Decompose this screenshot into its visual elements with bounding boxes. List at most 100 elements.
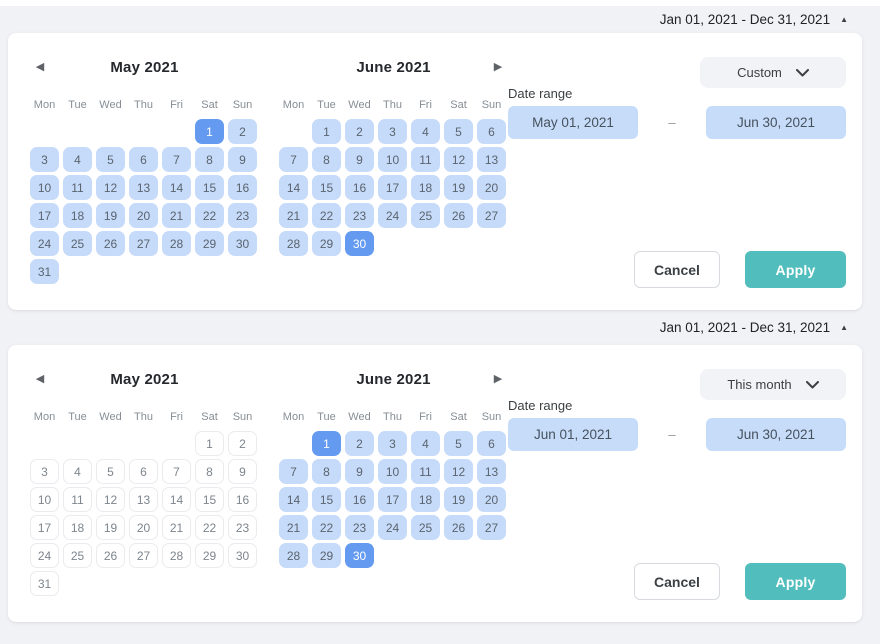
day-cell[interactable]: 30 (345, 543, 374, 568)
next-month-button[interactable]: ▶ (488, 373, 508, 385)
end-date-input[interactable]: Jun 30, 2021 (705, 418, 846, 451)
cancel-button[interactable]: Cancel (634, 563, 720, 600)
day-cell[interactable]: 5 (96, 459, 125, 484)
day-cell[interactable]: 30 (228, 543, 257, 568)
prev-month-button[interactable]: ◀ (30, 61, 50, 73)
day-cell[interactable]: 28 (279, 543, 308, 568)
day-cell[interactable]: 6 (129, 147, 158, 172)
day-cell[interactable]: 23 (228, 515, 257, 540)
day-cell[interactable]: 12 (96, 487, 125, 512)
day-cell[interactable]: 3 (378, 431, 407, 456)
day-cell[interactable]: 4 (63, 459, 92, 484)
day-cell[interactable]: 24 (378, 203, 407, 228)
day-cell[interactable]: 17 (378, 175, 407, 200)
day-cell[interactable]: 13 (129, 487, 158, 512)
day-cell[interactable]: 7 (279, 147, 308, 172)
day-cell[interactable]: 20 (477, 487, 506, 512)
day-cell[interactable]: 9 (345, 147, 374, 172)
day-cell[interactable]: 8 (312, 459, 341, 484)
day-cell[interactable]: 6 (477, 431, 506, 456)
day-cell[interactable]: 22 (312, 515, 341, 540)
prev-month-button[interactable]: ◀ (30, 373, 50, 385)
day-cell[interactable]: 12 (96, 175, 125, 200)
day-cell[interactable]: 3 (30, 459, 59, 484)
day-cell[interactable]: 3 (30, 147, 59, 172)
day-cell[interactable]: 11 (411, 459, 440, 484)
day-cell[interactable]: 15 (195, 175, 224, 200)
day-cell[interactable]: 1 (312, 119, 341, 144)
start-date-input[interactable]: Jun 01, 2021 (508, 418, 638, 451)
day-cell[interactable]: 28 (162, 543, 191, 568)
day-cell[interactable]: 9 (228, 147, 257, 172)
day-cell[interactable]: 5 (444, 119, 473, 144)
day-cell[interactable]: 26 (96, 543, 125, 568)
day-cell[interactable]: 12 (444, 459, 473, 484)
day-cell[interactable]: 27 (129, 231, 158, 256)
day-cell[interactable]: 7 (279, 459, 308, 484)
day-cell[interactable]: 17 (378, 487, 407, 512)
date-range-summary-toggle[interactable]: Jan 01, 2021 - Dec 31, 2021 ▲ (660, 12, 848, 27)
day-cell[interactable]: 20 (129, 203, 158, 228)
day-cell[interactable]: 16 (345, 175, 374, 200)
day-cell[interactable]: 24 (30, 543, 59, 568)
day-cell[interactable]: 8 (312, 147, 341, 172)
day-cell[interactable]: 10 (378, 147, 407, 172)
day-cell[interactable]: 31 (30, 571, 59, 596)
day-cell[interactable]: 18 (63, 515, 92, 540)
day-cell[interactable]: 13 (477, 147, 506, 172)
day-cell[interactable]: 10 (378, 459, 407, 484)
day-cell[interactable]: 10 (30, 175, 59, 200)
apply-button[interactable]: Apply (745, 563, 846, 600)
day-cell[interactable]: 13 (477, 459, 506, 484)
day-cell[interactable]: 19 (96, 515, 125, 540)
day-cell[interactable]: 29 (312, 231, 341, 256)
next-month-button[interactable]: ▶ (488, 61, 508, 73)
day-cell[interactable]: 17 (30, 515, 59, 540)
day-cell[interactable]: 28 (279, 231, 308, 256)
day-cell[interactable]: 12 (444, 147, 473, 172)
day-cell[interactable]: 27 (477, 515, 506, 540)
day-cell[interactable]: 11 (63, 175, 92, 200)
day-cell[interactable]: 20 (129, 515, 158, 540)
day-cell[interactable]: 4 (63, 147, 92, 172)
day-cell[interactable]: 8 (195, 459, 224, 484)
day-cell[interactable]: 14 (162, 175, 191, 200)
day-cell[interactable]: 2 (228, 119, 257, 144)
day-cell[interactable]: 19 (444, 175, 473, 200)
day-cell[interactable]: 9 (345, 459, 374, 484)
day-cell[interactable]: 25 (63, 231, 92, 256)
day-cell[interactable]: 23 (345, 515, 374, 540)
day-cell[interactable]: 3 (378, 119, 407, 144)
start-date-input[interactable]: May 01, 2021 (508, 106, 638, 139)
day-cell[interactable]: 24 (30, 231, 59, 256)
day-cell[interactable]: 1 (195, 431, 224, 456)
day-cell[interactable]: 18 (63, 203, 92, 228)
day-cell[interactable]: 29 (195, 543, 224, 568)
day-cell[interactable]: 18 (411, 487, 440, 512)
day-cell[interactable]: 19 (444, 487, 473, 512)
day-cell[interactable]: 1 (312, 431, 341, 456)
day-cell[interactable]: 16 (228, 487, 257, 512)
day-cell[interactable]: 17 (30, 203, 59, 228)
day-cell[interactable]: 27 (477, 203, 506, 228)
day-cell[interactable]: 22 (195, 203, 224, 228)
day-cell[interactable]: 11 (63, 487, 92, 512)
day-cell[interactable]: 5 (444, 431, 473, 456)
day-cell[interactable]: 27 (129, 543, 158, 568)
day-cell[interactable]: 15 (195, 487, 224, 512)
day-cell[interactable]: 4 (411, 119, 440, 144)
day-cell[interactable]: 14 (279, 487, 308, 512)
day-cell[interactable]: 2 (345, 119, 374, 144)
day-cell[interactable]: 6 (477, 119, 506, 144)
day-cell[interactable]: 26 (444, 203, 473, 228)
day-cell[interactable]: 21 (279, 203, 308, 228)
day-cell[interactable]: 29 (195, 231, 224, 256)
day-cell[interactable]: 1 (195, 119, 224, 144)
preset-dropdown[interactable]: This month (700, 369, 846, 400)
day-cell[interactable]: 20 (477, 175, 506, 200)
day-cell[interactable]: 13 (129, 175, 158, 200)
day-cell[interactable]: 21 (162, 515, 191, 540)
day-cell[interactable]: 21 (162, 203, 191, 228)
day-cell[interactable]: 15 (312, 487, 341, 512)
day-cell[interactable]: 5 (96, 147, 125, 172)
